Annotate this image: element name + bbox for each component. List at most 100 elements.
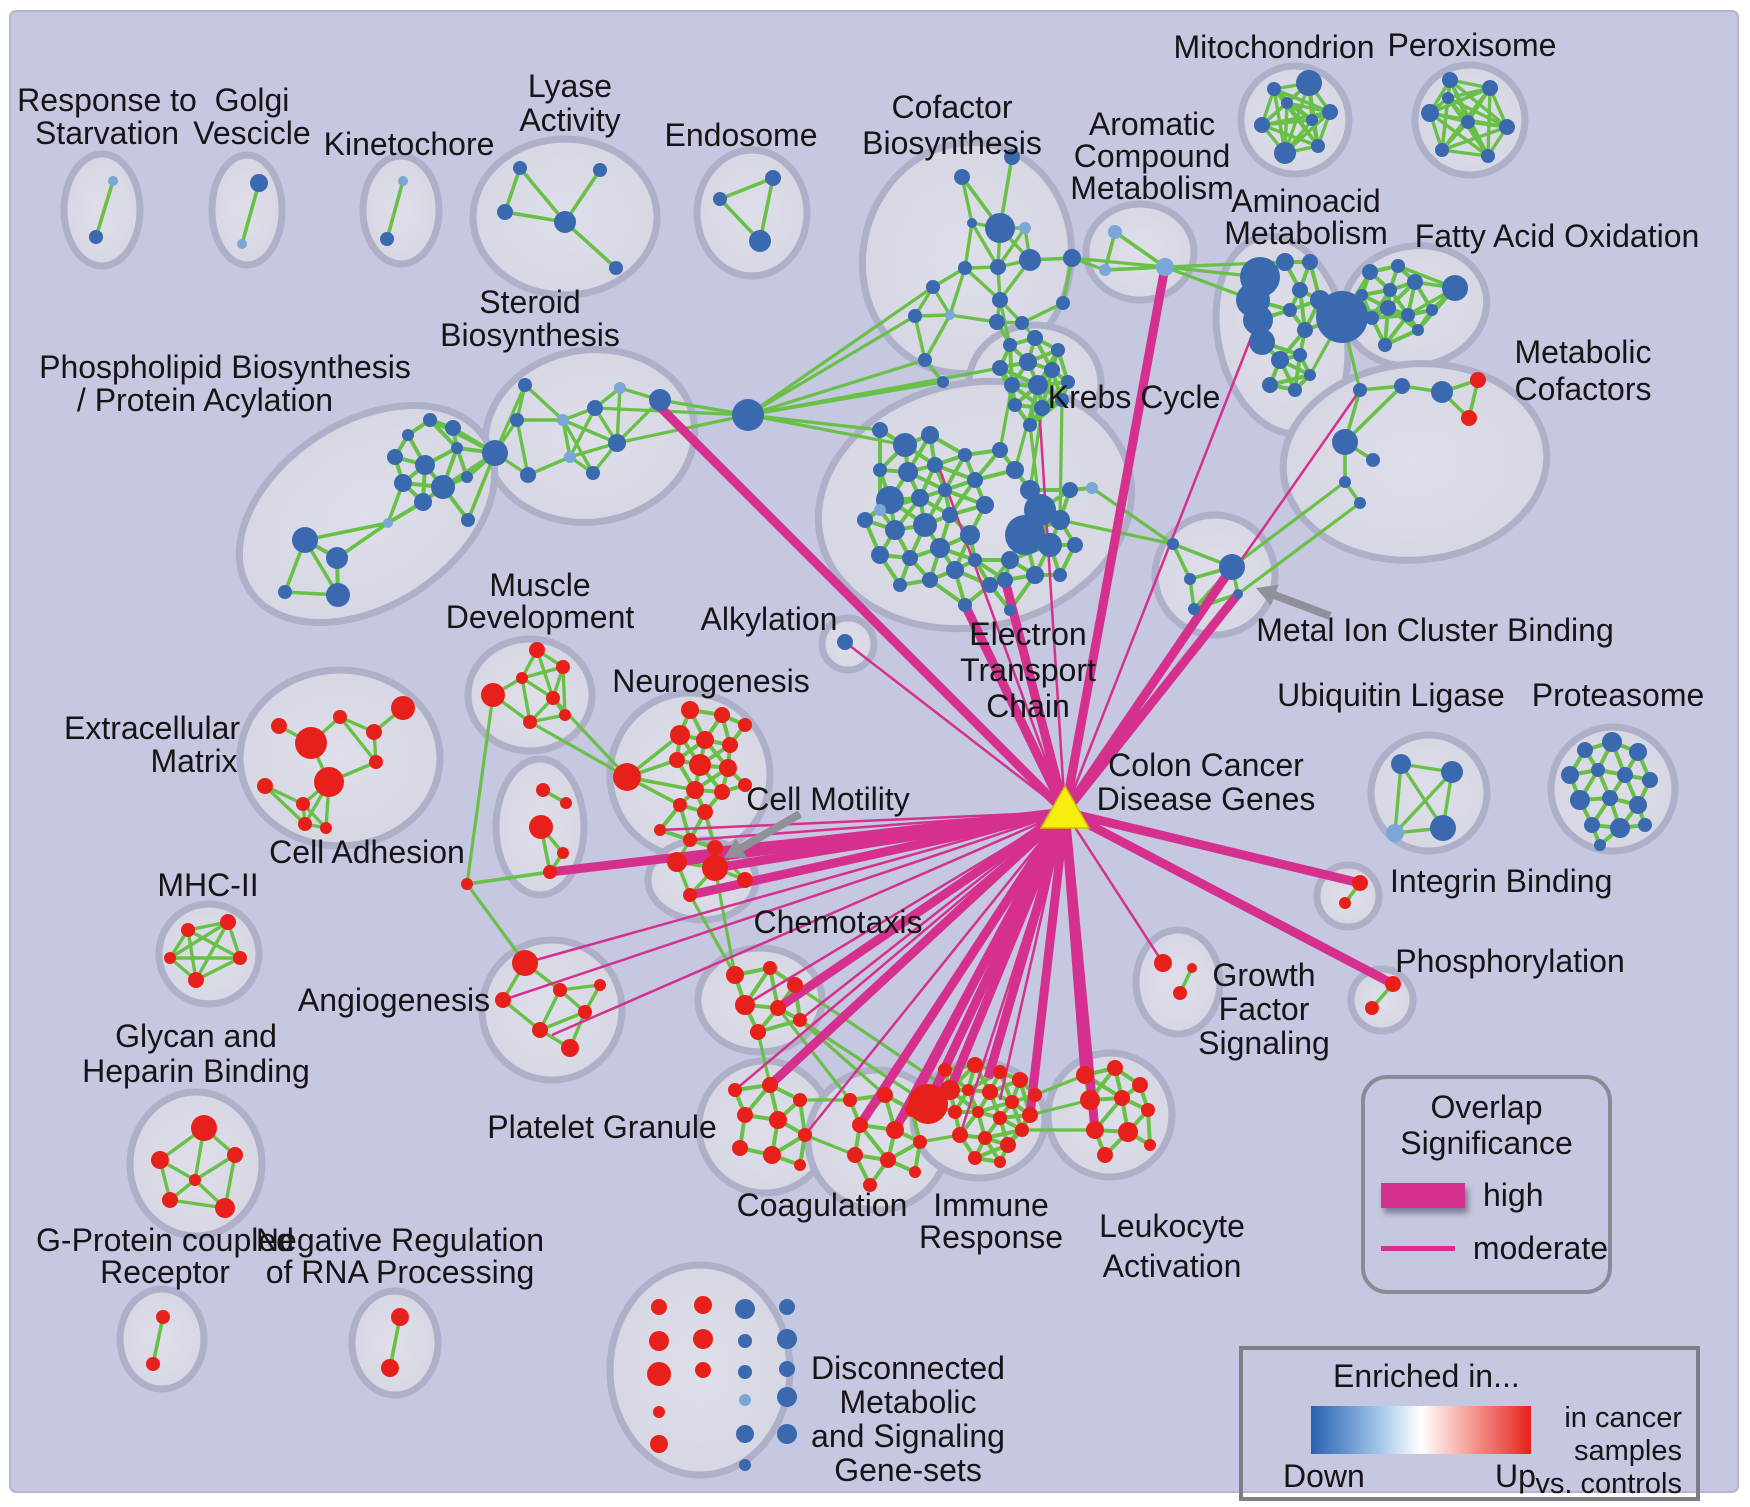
gene-set-node[interactable] [518, 378, 532, 392]
gene-set-node[interactable] [992, 360, 1008, 376]
gene-set-node[interactable] [1339, 897, 1351, 909]
gene-set-node[interactable] [968, 1151, 982, 1165]
gene-set-node[interactable] [921, 426, 939, 444]
gene-set-node[interactable] [1602, 790, 1618, 806]
gene-set-node[interactable] [765, 170, 781, 186]
gene-set-node[interactable] [156, 1310, 170, 1324]
gene-set-node[interactable] [735, 995, 755, 1015]
gene-set-node[interactable] [707, 840, 723, 856]
gene-set-node[interactable] [993, 1065, 1007, 1079]
gene-set-node[interactable] [383, 518, 393, 528]
gene-set-node[interactable] [1426, 304, 1438, 316]
gene-set-node[interactable] [714, 784, 730, 800]
gene-set-node[interactable] [1391, 259, 1405, 273]
gene-set-node[interactable] [1141, 1103, 1155, 1117]
gene-set-node[interactable] [926, 280, 940, 294]
gene-set-node[interactable] [927, 457, 943, 473]
gene-set-node[interactable] [946, 561, 964, 579]
gene-set-node[interactable] [613, 763, 641, 791]
gene-set-node[interactable] [1591, 763, 1605, 777]
gene-set-node[interactable] [1053, 568, 1067, 582]
gene-set-node[interactable] [913, 513, 937, 537]
gene-set-node[interactable] [968, 553, 982, 567]
gene-set-node[interactable] [1034, 400, 1050, 416]
gene-set-node[interactable] [1617, 767, 1633, 783]
gene-set-node[interactable] [992, 292, 1008, 308]
gene-set-node[interactable] [495, 992, 511, 1008]
gene-set-node[interactable] [990, 259, 1006, 275]
gene-set-node[interactable] [1028, 375, 1048, 395]
gene-set-node[interactable] [188, 972, 204, 988]
gene-set-node[interactable] [1243, 305, 1273, 335]
gene-set-node[interactable] [1262, 377, 1278, 393]
gene-set-node[interactable] [1107, 1060, 1123, 1076]
gene-set-node[interactable] [1080, 1090, 1100, 1110]
gene-set-node[interactable] [843, 1093, 857, 1107]
gene-set-node[interactable] [1365, 311, 1379, 325]
gene-set-node[interactable] [1003, 338, 1017, 352]
gene-set-node[interactable] [1638, 818, 1652, 832]
gene-set-node[interactable] [1076, 1066, 1094, 1084]
gene-set-node[interactable] [1019, 222, 1031, 234]
gene-set-node[interactable] [146, 1357, 160, 1371]
gene-set-node[interactable] [1015, 1123, 1029, 1137]
gene-set-node[interactable] [997, 572, 1013, 588]
gene-set-node[interactable] [1276, 253, 1294, 271]
gene-set-node[interactable] [673, 798, 687, 812]
gene-set-node[interactable] [320, 822, 332, 834]
gene-set-node[interactable] [523, 715, 537, 729]
gene-set-node[interactable] [958, 448, 972, 462]
gene-set-node[interactable] [1219, 554, 1245, 580]
gene-set-node[interactable] [594, 979, 606, 991]
gene-set-node[interactable] [794, 1159, 806, 1171]
gene-set-node[interactable] [1283, 303, 1297, 317]
gene-set-node[interactable] [512, 950, 538, 976]
gene-set-node[interactable] [993, 1111, 1007, 1125]
gene-set-node[interactable] [1187, 963, 1197, 973]
gene-set-node[interactable] [560, 797, 572, 809]
gene-set-node[interactable] [898, 462, 918, 482]
gene-set-node[interactable] [295, 727, 327, 759]
gene-set-node[interactable] [873, 463, 887, 477]
gene-set-node[interactable] [215, 1198, 235, 1218]
gene-set-node[interactable] [738, 1365, 752, 1379]
gene-set-node[interactable] [445, 420, 461, 436]
gene-set-node[interactable] [513, 161, 527, 175]
gene-set-node[interactable] [922, 572, 938, 588]
gene-set-node[interactable] [948, 1105, 962, 1119]
gene-set-node[interactable] [108, 176, 118, 186]
gene-set-node[interactable] [510, 413, 524, 427]
gene-set-node[interactable] [520, 467, 536, 483]
gene-set-node[interactable] [189, 1174, 201, 1186]
gene-set-node[interactable] [164, 952, 176, 964]
gene-set-node[interactable] [1430, 815, 1456, 841]
gene-set-node[interactable] [220, 914, 236, 930]
gene-set-node[interactable] [952, 1127, 968, 1143]
gene-set-node[interactable] [1051, 343, 1065, 357]
gene-set-node[interactable] [958, 261, 972, 275]
gene-set-node[interactable] [1254, 117, 1270, 133]
gene-set-node[interactable] [391, 1308, 409, 1326]
gene-set-node[interactable] [1144, 1139, 1156, 1151]
gene-set-node[interactable] [989, 314, 1005, 330]
gene-set-node[interactable] [1570, 790, 1590, 810]
gene-set-node[interactable] [1304, 369, 1316, 381]
gene-set-node[interactable] [461, 471, 473, 483]
gene-set-node[interactable] [1004, 377, 1020, 393]
gene-set-node[interactable] [1267, 82, 1281, 96]
gene-set-node[interactable] [1366, 453, 1380, 467]
gene-set-node[interactable] [1306, 114, 1318, 126]
gene-set-node[interactable] [777, 1329, 797, 1349]
gene-set-node[interactable] [651, 1299, 667, 1315]
gene-set-node[interactable] [1038, 533, 1062, 557]
gene-set-node[interactable] [1378, 338, 1392, 352]
gene-set-node[interactable] [1629, 796, 1647, 814]
gene-set-node[interactable] [1297, 322, 1313, 338]
gene-set-node[interactable] [553, 983, 567, 997]
gene-set-node[interactable] [793, 1093, 807, 1107]
gene-set-node[interactable] [1062, 482, 1078, 498]
gene-set-node[interactable] [769, 1111, 787, 1129]
gene-set-node[interactable] [461, 513, 475, 527]
gene-set-node[interactable] [972, 1106, 984, 1118]
gene-set-node[interactable] [880, 1152, 896, 1168]
